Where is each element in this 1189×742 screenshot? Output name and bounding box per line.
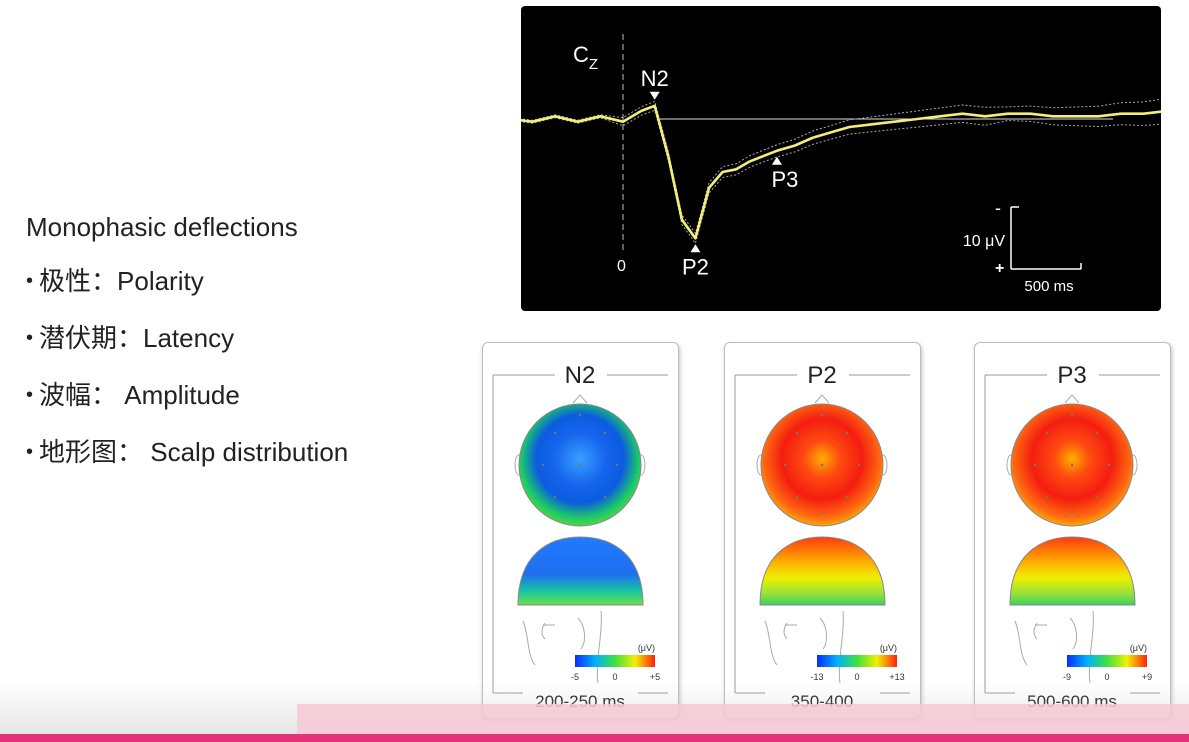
topomap-title-frame xyxy=(984,374,1160,694)
topomap-title: N2 xyxy=(565,362,596,389)
scale-mid-label: 0 xyxy=(612,672,617,682)
scale-max-label: +5 xyxy=(650,672,660,682)
topomap-card-p2: P2 (μV) -13 0 +13 350-400 xyxy=(724,342,921,719)
topomap-title: P2 xyxy=(807,362,836,389)
bottom-accent-bar xyxy=(0,734,1189,742)
scale-min-label: -9 xyxy=(1063,672,1071,682)
bullet-heading: Monophasic deflections xyxy=(26,212,298,242)
bullet-item-polarity: 极性：Polarity xyxy=(26,254,466,311)
erp-waveform-panel: CZ 0 N2 P2 P3 - + 10 μV 500 ms xyxy=(521,6,1161,311)
topomap-title: P3 xyxy=(1057,362,1086,389)
topomap-title-frame xyxy=(492,374,668,694)
peak-marker-n2: N2 xyxy=(641,66,669,100)
scale-minus-sign: - xyxy=(995,198,1001,218)
bullet-item-scalp-distribution: 地形图： Scalp distribution xyxy=(26,425,466,482)
svg-text:N2: N2 xyxy=(641,66,669,91)
scale-unit-label: (μV) xyxy=(1130,643,1147,653)
scale-bar: - + 10 μV 500 ms xyxy=(963,198,1082,295)
erp-trace-line xyxy=(521,104,1161,240)
scale-mid-label: 0 xyxy=(854,672,859,682)
topomap-p2: P2 (μV) -13 0 +13 350-400 xyxy=(734,362,910,711)
time-window-label: 200-250 ms xyxy=(535,692,625,711)
scale-min-label: -5 xyxy=(571,672,579,682)
topomap-top-view xyxy=(756,394,888,527)
electrode-label: CZ xyxy=(573,42,598,73)
color-scale-bar: (μV) -9 0 +9 xyxy=(1063,643,1152,682)
topomap-top-view xyxy=(1006,394,1138,527)
scale-plus-sign: + xyxy=(995,260,1004,277)
time-window-label: 350-400 xyxy=(791,692,853,711)
topomap-side-view xyxy=(1009,536,1136,684)
topomap-side-view xyxy=(517,536,644,684)
bullet-item-latency: 潜伏期：Latency xyxy=(26,311,466,368)
topomap-side-view xyxy=(759,536,886,684)
scale-time-label: 500 ms xyxy=(1024,278,1073,295)
scale-max-label: +9 xyxy=(1142,672,1152,682)
scale-mid-label: 0 xyxy=(1104,672,1109,682)
peak-marker-p3: P3 xyxy=(771,156,798,192)
scale-unit-label: (μV) xyxy=(638,643,655,653)
ci-lower-line xyxy=(521,109,1161,245)
topomap-card-n2: N2 (μV) -5 0 +5 200-250 ms xyxy=(482,342,679,719)
bullet-item-amplitude: 波幅： Amplitude xyxy=(26,368,466,425)
topomap-card-p3: P3 (μV) -9 0 +9 500-600 ms xyxy=(974,342,1171,719)
scale-amplitude-label: 10 μV xyxy=(963,233,1005,250)
scale-min-label: -13 xyxy=(810,672,823,682)
zero-time-label: 0 xyxy=(617,258,626,275)
time-window-label: 500-600 ms xyxy=(1027,692,1117,711)
topomap-row: N2 (μV) -5 0 +5 200-250 ms P2 (μV) -13 0 +13 350-4… xyxy=(482,342,1172,720)
topomap-n2: N2 (μV) -5 0 +5 200-250 ms xyxy=(492,362,668,711)
scale-unit-label: (μV) xyxy=(880,643,897,653)
color-scale-bar: (μV) -13 0 +13 xyxy=(810,643,904,682)
svg-text:P2: P2 xyxy=(682,254,709,279)
ci-upper-line xyxy=(521,98,1161,235)
color-scale-bar: (μV) -5 0 +5 xyxy=(571,643,660,682)
topomap-p3: P3 (μV) -9 0 +9 500-600 ms xyxy=(984,362,1160,711)
bullet-list: Monophasic deflections 极性：Polarity 潜伏期：L… xyxy=(26,200,466,482)
scale-max-label: +13 xyxy=(889,672,904,682)
topomap-title-frame xyxy=(734,374,910,694)
svg-text:P3: P3 xyxy=(771,167,798,192)
erp-chart: CZ 0 N2 P2 P3 - + 10 μV 500 ms xyxy=(521,34,1161,295)
topomap-top-view xyxy=(514,394,646,527)
bullet-items: 极性：Polarity 潜伏期：Latency 波幅： Amplitude 地形… xyxy=(26,254,466,482)
peak-marker-p2: P2 xyxy=(682,244,709,279)
